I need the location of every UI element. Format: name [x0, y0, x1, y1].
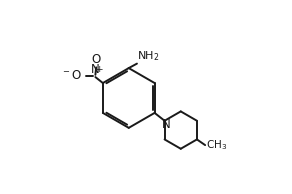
Text: O: O [91, 53, 101, 66]
Text: NH$_2$: NH$_2$ [138, 49, 160, 63]
Text: N: N [91, 63, 100, 76]
Text: N: N [161, 118, 170, 131]
Text: +: + [95, 65, 102, 74]
Text: $^-$O: $^-$O [61, 69, 82, 82]
Text: CH$_3$: CH$_3$ [206, 139, 227, 152]
